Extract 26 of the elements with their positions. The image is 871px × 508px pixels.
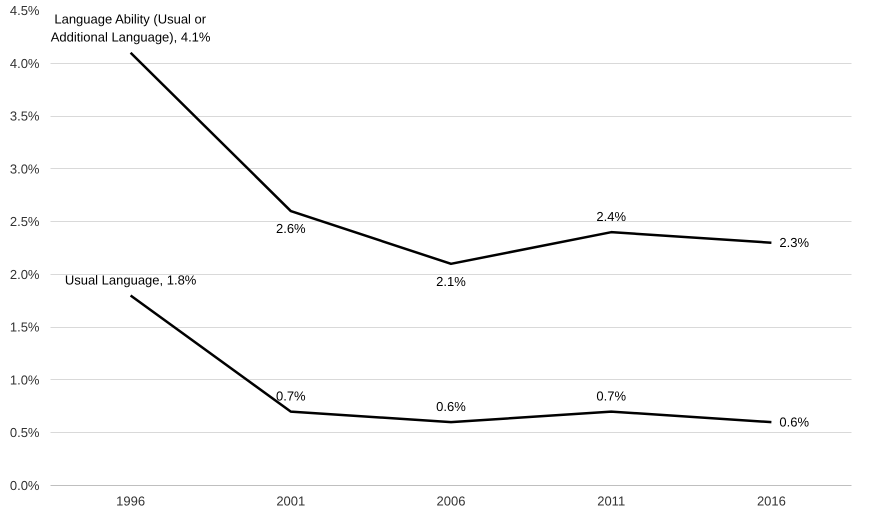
data-label: 0.6% bbox=[436, 399, 466, 414]
data-label: 0.6% bbox=[779, 414, 810, 430]
line-series bbox=[129, 51, 773, 266]
y-tick-label: 4.0% bbox=[10, 56, 40, 71]
data-label: 2.1% bbox=[436, 274, 466, 289]
data-label: 2.3% bbox=[779, 235, 810, 250]
data-label: Usual Language, 1.8% bbox=[64, 272, 197, 288]
data-label: 2.4% bbox=[596, 209, 626, 224]
y-tick-label: 3.5% bbox=[10, 108, 40, 124]
x-tick-label: 1996 bbox=[116, 494, 146, 508]
y-tick-label: 2.5% bbox=[10, 214, 40, 230]
data-label: 2.6% bbox=[276, 221, 306, 236]
data-label: 0.7% bbox=[276, 388, 306, 404]
y-tick-label: 1.0% bbox=[10, 372, 40, 388]
data-label: 0.7% bbox=[596, 388, 626, 404]
x-tick-label: 2011 bbox=[597, 494, 626, 508]
y-tick-label: 4.5% bbox=[10, 3, 40, 18]
y-tick-label: 0.5% bbox=[10, 425, 40, 440]
y-tick-label: 2.0% bbox=[10, 266, 40, 282]
y-tick-label: 3.0% bbox=[10, 161, 40, 176]
x-tick-label: 2001 bbox=[276, 494, 306, 508]
data-label: Language Ability (Usual or Additional Language), 4.1% bbox=[50, 12, 211, 45]
x-tick-label: 2016 bbox=[756, 494, 786, 508]
y-tick-label: 1.5% bbox=[10, 320, 40, 335]
y-tick-label: 0.0% bbox=[10, 478, 40, 493]
x-tick-label: 2006 bbox=[436, 494, 466, 508]
